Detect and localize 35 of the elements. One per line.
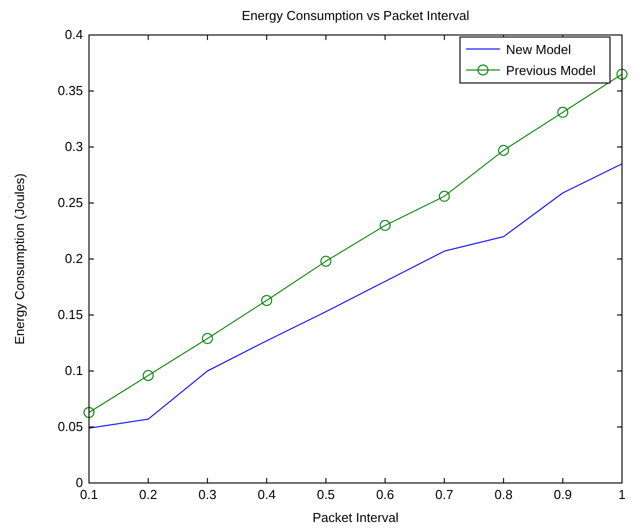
point	[142, 370, 154, 381]
y-tick-label: 0.3	[64, 139, 83, 154]
chart-title: Energy Consumption vs Packet Interval	[242, 8, 470, 23]
x-tick-label: 0.1	[80, 487, 98, 502]
x-tick-label: 0.4	[258, 487, 276, 502]
x-tick-label: 0.9	[554, 487, 572, 502]
line-series	[88, 163, 622, 429]
x-tick-label: 1	[618, 487, 626, 502]
x-tick-label: 0.7	[435, 487, 454, 502]
x-tick-label: 0.6	[376, 487, 394, 502]
y-tick-label: 0.2	[64, 251, 83, 266]
legend-label: Previous Model	[506, 63, 596, 78]
x-axis-title: Packet Interval	[312, 510, 399, 525]
point	[438, 190, 450, 202]
point	[320, 256, 332, 267]
y-tick-label: 0.15	[58, 307, 83, 322]
y-tick-label: 0.25	[58, 195, 83, 210]
y-tick-label: 0.05	[58, 419, 83, 434]
point	[616, 68, 628, 80]
point	[557, 106, 568, 118]
y-tick-label: 0	[76, 475, 83, 490]
y-axis-title: Energy Consumption (Joules)	[12, 173, 27, 345]
point	[380, 220, 391, 231]
x-tick-label: 0.8	[494, 487, 513, 502]
y-tick-label: 0.4	[64, 27, 83, 42]
x-tick-label: 0.3	[198, 487, 216, 502]
y-tick-label: 0.1	[64, 363, 83, 378]
point	[261, 294, 272, 306]
point	[84, 406, 94, 418]
x-tick-label: 0.2	[139, 487, 158, 502]
y-tick-label: 0.35	[58, 83, 83, 98]
legend-label: New Model	[506, 42, 572, 57]
point	[498, 144, 510, 156]
point	[202, 333, 213, 344]
x-tick-label: 0.5	[316, 487, 335, 502]
